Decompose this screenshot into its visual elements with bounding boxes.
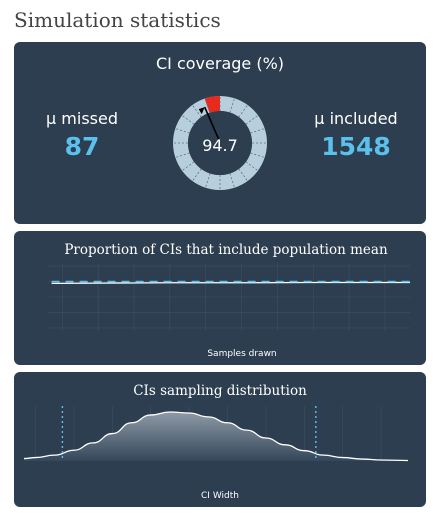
dial-divider: [175, 152, 190, 158]
coverage-title: CI coverage (%): [156, 54, 284, 73]
dial-divider: [245, 115, 259, 125]
missed-label: μ missed: [46, 109, 118, 128]
coverage-panel: CI coverage (%) μ missed 87 μ included 1…: [14, 42, 426, 224]
dial-divider: [245, 161, 259, 171]
dial-divider: [175, 128, 190, 134]
dial-center: [188, 111, 252, 175]
distribution-curve: [23, 411, 409, 462]
dial-needle-head: [198, 107, 205, 115]
proportion-chart: Proportion of CIs that include populatio…: [48, 242, 410, 359]
dial-divider: [229, 98, 235, 113]
distribution-title: CIs sampling distribution: [133, 383, 307, 399]
dial-divider: [238, 168, 248, 182]
dial-divider: [229, 173, 235, 188]
proportion-line: [51, 281, 410, 285]
dial-divider: [238, 104, 248, 118]
coverage-value: 94.7: [202, 136, 238, 155]
distribution-chart: CIs sampling distribution CI Width: [23, 383, 409, 501]
dial-divider: [250, 152, 265, 158]
coverage-svg: CI coverage (%) μ missed 87 μ included 1…: [46, 54, 398, 190]
dial-divider: [181, 161, 195, 171]
dial-divider: [250, 128, 265, 134]
dial-divider: [205, 173, 211, 188]
distribution-xlabel: CI Width: [201, 491, 239, 501]
missed-value: 87: [65, 132, 100, 161]
included-label: μ included: [314, 109, 397, 128]
proportion-panel: Proportion of CIs that include populatio…: [14, 231, 426, 365]
distribution-area: [24, 412, 408, 461]
coverage-dial: [173, 96, 267, 190]
dial-needle: [203, 106, 220, 140]
distribution-plot: [23, 406, 409, 462]
dial-divider: [192, 104, 202, 118]
distribution-panel: CIs sampling distribution CI Width: [14, 372, 426, 507]
dial-divider: [192, 168, 202, 182]
proportion-title: Proportion of CIs that include populatio…: [64, 242, 388, 258]
page-title: Simulation statistics: [14, 8, 221, 32]
proportion-plot: [48, 263, 410, 331]
dial-divider: [205, 98, 211, 113]
proportion-xlabel: Samples drawn: [207, 349, 276, 359]
dial-divider: [181, 115, 195, 125]
included-value: 1548: [321, 132, 391, 161]
